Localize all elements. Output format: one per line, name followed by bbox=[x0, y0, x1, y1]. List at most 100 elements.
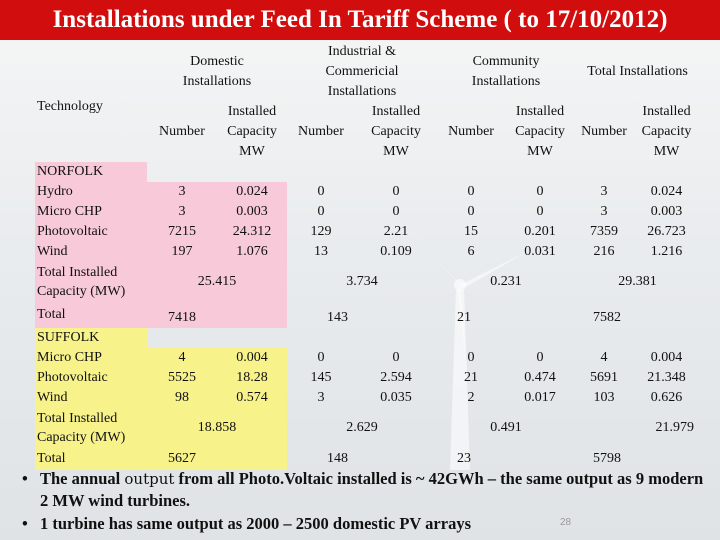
table-cell: 197 bbox=[147, 242, 217, 262]
table-row: Micro CHP 4 0.004 0 0 0 0 4 0.004 bbox=[35, 348, 700, 368]
table-cell: 0 bbox=[392, 204, 400, 219]
table-cell: 0.474 bbox=[524, 370, 556, 385]
row-label: Micro CHP bbox=[35, 202, 147, 222]
table-cell: 0.003 bbox=[650, 204, 683, 219]
table-row: Micro CHP 3 0.003 0 0 0 0 3 0.003 bbox=[35, 202, 700, 222]
row-label: Micro CHP bbox=[35, 348, 147, 368]
table-cell: 0.024 bbox=[217, 182, 287, 202]
table-cell: 24.312 bbox=[217, 222, 287, 242]
installations-table: Technology Domestic Installations Indust… bbox=[35, 42, 700, 470]
table-cell: 0.035 bbox=[380, 390, 412, 405]
table-cell: 3 bbox=[147, 182, 217, 202]
suffolk-total-capacity-row: Total Installed Capacity (MW) 18.858 2.62… bbox=[35, 408, 700, 448]
slide-title: Installations under Feed In Tariff Schem… bbox=[0, 0, 720, 40]
table-cell: 0.004 bbox=[217, 348, 287, 368]
table-cell: 3 bbox=[600, 184, 608, 199]
table-cell: 5525 bbox=[147, 368, 217, 388]
suffolk-grand-total: 5798 bbox=[593, 451, 622, 466]
table-cell: 0.017 bbox=[524, 390, 556, 405]
table-row: Photovoltaic 7215 24.312 129 2.21 15 0.201 7359… bbox=[35, 222, 700, 242]
suffolk-total-row: Total 5627 148 23 5798 bbox=[35, 448, 700, 470]
table-cell: 13 bbox=[314, 244, 328, 259]
table-cell: 0 bbox=[392, 350, 400, 365]
norfolk-total-capacity-row: Total Installed Capacity (MW) 25.415 3.73… bbox=[35, 262, 700, 302]
table-cell: 0.574 bbox=[217, 388, 287, 408]
table-cell: 0 bbox=[317, 204, 325, 219]
community-header: Community Installations bbox=[471, 54, 541, 89]
table-cell: 0 bbox=[317, 350, 325, 365]
industrial-number-header: Number bbox=[298, 124, 344, 139]
header-row-groups: Technology Domestic Installations Indust… bbox=[35, 42, 700, 114]
norfolk-total-row: Total 7418 143 21 7582 bbox=[35, 302, 700, 328]
suffolk-industrial-total: 148 bbox=[327, 451, 348, 466]
norfolk-community-total: 21 bbox=[457, 310, 472, 325]
domestic-capacity-header: Installed Capacity MW bbox=[227, 104, 277, 159]
table-cell: 1.076 bbox=[217, 242, 287, 262]
table-cell: 98 bbox=[147, 388, 217, 408]
section-norfolk-header: NORFOLK bbox=[35, 162, 700, 182]
note-annual-output: The annual output from all Photo.Voltaic… bbox=[18, 468, 708, 511]
norfolk-domestic-total: 7418 bbox=[147, 302, 217, 328]
suffolk-label: SUFFOLK bbox=[35, 328, 147, 348]
row-label: Wind bbox=[35, 388, 147, 408]
suffolk-industrial-total-capacity: 2.629 bbox=[346, 420, 378, 435]
community-number-header: Number bbox=[448, 124, 494, 139]
suffolk-total-label: Total bbox=[35, 448, 147, 470]
table-cell: 3 bbox=[600, 204, 608, 219]
table-cell: 0.031 bbox=[524, 244, 556, 259]
total-capacity-header: Installed Capacity MW bbox=[641, 104, 692, 159]
total-number-header: Number bbox=[581, 124, 627, 139]
domestic-header: Domestic Installations bbox=[182, 54, 252, 89]
norfolk-industrial-total-capacity: 3.734 bbox=[346, 274, 378, 289]
suffolk-community-total: 23 bbox=[457, 451, 472, 466]
page-number: 28 bbox=[560, 517, 572, 528]
table-cell: 0 bbox=[467, 204, 475, 219]
table-cell: 0 bbox=[392, 184, 400, 199]
table-cell: 145 bbox=[310, 370, 332, 385]
section-suffolk-header: SUFFOLK bbox=[35, 328, 700, 348]
table-cell: 2.594 bbox=[380, 370, 412, 385]
norfolk-grand-total-capacity: 29.381 bbox=[618, 274, 657, 289]
table-cell: 129 bbox=[310, 224, 332, 239]
table-row: Hydro 3 0.024 0 0 0 0 3 0.024 bbox=[35, 182, 700, 202]
table-cell: 0 bbox=[317, 184, 325, 199]
table-cell: 0 bbox=[536, 350, 544, 365]
table-cell: 2.21 bbox=[383, 224, 409, 239]
table-cell: 3 bbox=[147, 202, 217, 222]
domestic-number-header: Number bbox=[159, 124, 205, 139]
table-cell: 26.723 bbox=[647, 224, 686, 239]
table-cell: 216 bbox=[593, 244, 615, 259]
table-cell: 0.003 bbox=[217, 202, 287, 222]
industrial-capacity-header: Installed Capacity MW bbox=[371, 104, 421, 159]
norfolk-label: NORFOLK bbox=[35, 162, 147, 182]
table-cell: 4 bbox=[147, 348, 217, 368]
table-row: Photovoltaic 5525 18.28 145 2.594 21 0.474 5691… bbox=[35, 368, 700, 388]
row-label: Photovoltaic bbox=[35, 222, 147, 242]
header-row-subcols: Number Installed Capacity MW Number Instal… bbox=[35, 102, 700, 162]
table-cell: 0.201 bbox=[524, 224, 556, 239]
table-cell: 18.28 bbox=[217, 368, 287, 388]
table-row: Wind 98 0.574 3 0.035 2 0.017 103 0.626 bbox=[35, 388, 700, 408]
row-label: Wind bbox=[35, 242, 147, 262]
community-capacity-header: Installed Capacity MW bbox=[515, 104, 565, 159]
table-cell: 15 bbox=[464, 224, 479, 239]
table-cell: 5691 bbox=[590, 370, 619, 385]
table-cell: 4 bbox=[600, 350, 608, 365]
table-cell: 2 bbox=[467, 390, 475, 405]
notes-list: The annual output from all Photo.Voltaic… bbox=[18, 468, 708, 536]
table-cell: 21 bbox=[464, 370, 479, 385]
table-cell: 0 bbox=[536, 204, 544, 219]
table-cell: 6 bbox=[467, 244, 475, 259]
table-cell: 0 bbox=[536, 184, 544, 199]
table-cell: 103 bbox=[593, 390, 615, 405]
table-cell: 21.348 bbox=[647, 370, 686, 385]
table-row: Wind 197 1.076 13 0.109 6 0.031 216 1.216 bbox=[35, 242, 700, 262]
table-cell: 0 bbox=[467, 184, 475, 199]
row-label: Photovoltaic bbox=[35, 368, 147, 388]
suffolk-domestic-total-capacity: 18.858 bbox=[147, 408, 287, 448]
table-cell: 7215 bbox=[147, 222, 217, 242]
row-label: Hydro bbox=[35, 182, 147, 202]
table-cell: 0.109 bbox=[380, 244, 412, 259]
norfolk-industrial-total: 143 bbox=[327, 310, 348, 325]
table-cell: 0.626 bbox=[650, 390, 683, 405]
